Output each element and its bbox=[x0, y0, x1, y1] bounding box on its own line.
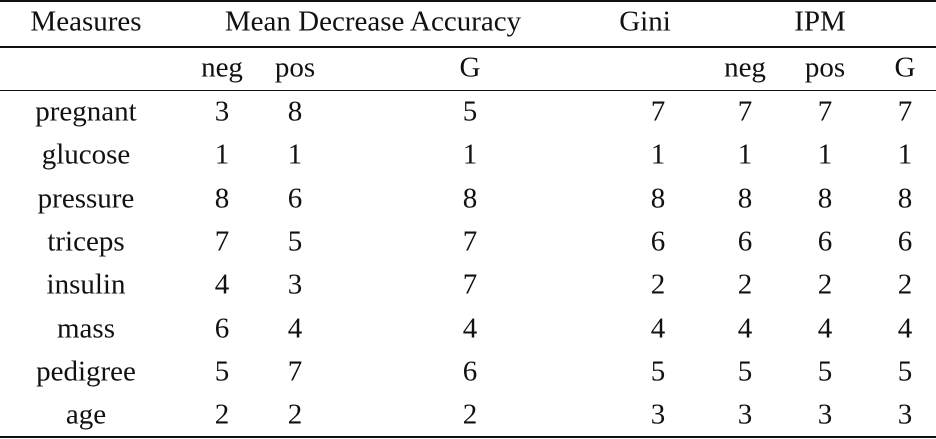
header-cell: Measures bbox=[30, 5, 142, 38]
cell-value: 7 bbox=[817, 95, 833, 128]
cell-value: 4 bbox=[737, 312, 753, 344]
cell-value: 8 bbox=[817, 182, 833, 215]
subheader-cell: pos bbox=[804, 51, 846, 84]
header-cell: Mean Decrease Accuracy bbox=[224, 5, 522, 38]
cell-value: 6 bbox=[817, 225, 833, 258]
subheader-cell: G bbox=[894, 51, 916, 84]
cell-value: 5 bbox=[214, 355, 230, 388]
cell-value: 1 bbox=[897, 138, 913, 171]
cell-value: 2 bbox=[737, 268, 753, 301]
cell-value: 1 bbox=[214, 138, 230, 171]
cell-value: 1 bbox=[817, 138, 833, 171]
cell-value: 1 bbox=[737, 138, 753, 171]
row-label: mass bbox=[57, 312, 115, 344]
cell-value: 6 bbox=[462, 355, 478, 388]
cell-value: 6 bbox=[897, 225, 913, 258]
cell-value: 8 bbox=[214, 182, 230, 215]
cell-value: 2 bbox=[650, 268, 666, 301]
cell-value: 7 bbox=[462, 268, 478, 301]
cell-value: 8 bbox=[650, 182, 666, 215]
row-label: pregnant bbox=[35, 95, 137, 128]
cell-value: 8 bbox=[737, 182, 753, 215]
subheader-cell: neg bbox=[201, 51, 243, 84]
cell-value: 1 bbox=[287, 138, 303, 171]
cell-value: 1 bbox=[462, 138, 478, 171]
cell-value: 5 bbox=[462, 95, 478, 128]
subheader-cell: pos bbox=[274, 51, 316, 84]
cell-value: 7 bbox=[214, 225, 230, 258]
cell-value: 2 bbox=[897, 268, 913, 301]
cell-value: 6 bbox=[737, 225, 753, 258]
cell-value: 6 bbox=[650, 225, 666, 258]
cell-value: 8 bbox=[462, 182, 478, 215]
row-label: insulin bbox=[46, 268, 126, 301]
row-label: age bbox=[65, 398, 107, 431]
subheader-rule bbox=[0, 90, 936, 91]
cell-value: 7 bbox=[287, 355, 303, 388]
cell-value: 5 bbox=[737, 355, 753, 388]
cell-value: 7 bbox=[650, 95, 666, 128]
cell-value: 4 bbox=[214, 268, 230, 301]
subheader-cell: G bbox=[459, 51, 481, 84]
cell-value: 2 bbox=[817, 268, 833, 301]
cell-value: 6 bbox=[287, 182, 303, 215]
header-rule bbox=[0, 46, 936, 48]
row-label: pressure bbox=[37, 182, 135, 215]
cell-value: 3 bbox=[214, 95, 230, 128]
cell-value: 7 bbox=[897, 95, 913, 128]
cell-value: 1 bbox=[650, 138, 666, 171]
cell-value: 6 bbox=[214, 312, 230, 344]
cell-value: 2 bbox=[214, 398, 230, 431]
header-cell: IPM bbox=[794, 5, 846, 38]
cell-value: 3 bbox=[817, 398, 833, 431]
cell-value: 5 bbox=[897, 355, 913, 388]
cell-value: 3 bbox=[287, 268, 303, 301]
cell-value: 5 bbox=[287, 225, 303, 258]
cell-value: 2 bbox=[462, 398, 478, 431]
cell-value: 3 bbox=[897, 398, 913, 431]
cell-value: 7 bbox=[737, 95, 753, 128]
cell-value: 4 bbox=[650, 312, 666, 344]
row-label: glucose bbox=[41, 138, 131, 171]
subheader-cell: neg bbox=[724, 51, 766, 84]
cell-value: 8 bbox=[287, 95, 303, 128]
top-rule bbox=[0, 0, 936, 2]
bottom-rule bbox=[0, 436, 936, 438]
header-cell: Gini bbox=[619, 5, 671, 38]
row-label: pedigree bbox=[36, 355, 136, 388]
cell-value: 4 bbox=[817, 312, 833, 344]
cell-value: 3 bbox=[650, 398, 666, 431]
row-label: triceps bbox=[47, 225, 125, 258]
cell-value: 4 bbox=[462, 312, 478, 344]
cell-value: 4 bbox=[897, 312, 913, 344]
cell-value: 5 bbox=[817, 355, 833, 388]
cell-value: 8 bbox=[897, 182, 913, 215]
cell-value: 7 bbox=[462, 225, 478, 258]
cell-value: 2 bbox=[287, 398, 303, 431]
cell-value: 5 bbox=[650, 355, 666, 388]
cell-value: 3 bbox=[737, 398, 753, 431]
cell-value: 4 bbox=[287, 312, 303, 344]
